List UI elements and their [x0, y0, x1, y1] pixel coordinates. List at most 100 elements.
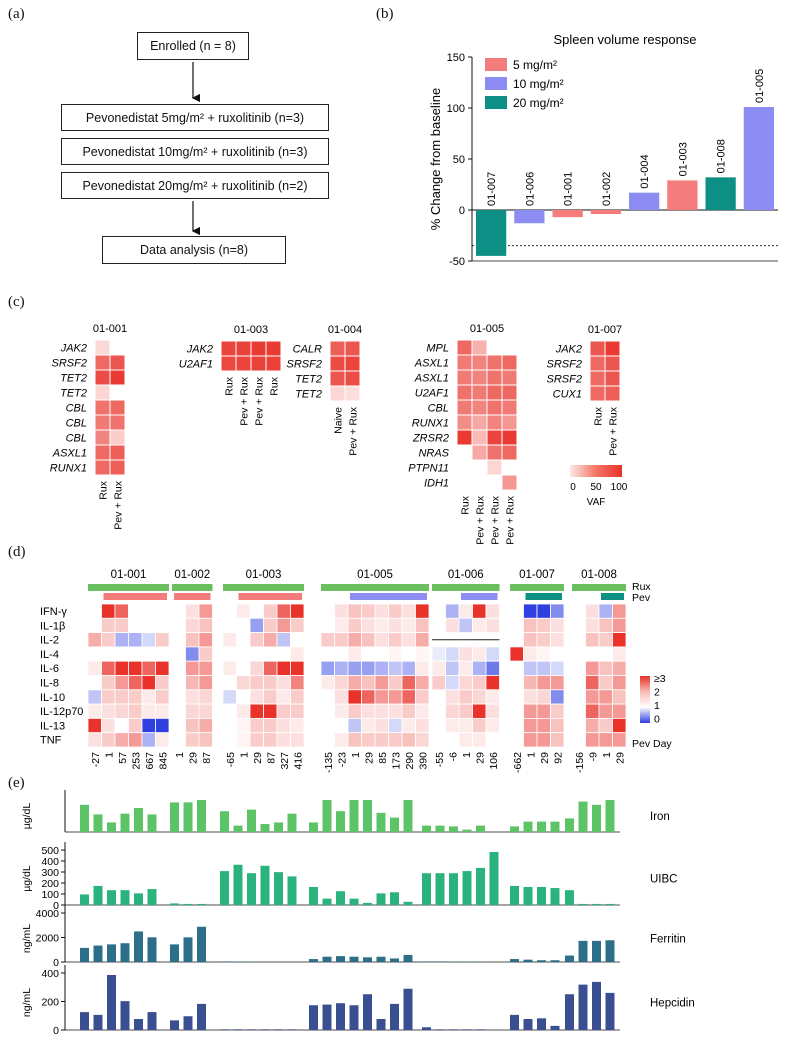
cytokine-patient-id: 01-001 [111, 569, 147, 581]
cytokine-cell [334, 603, 349, 619]
cytokine-cell [185, 632, 200, 648]
mutation-cell [235, 340, 252, 357]
iron-panel-bar [233, 864, 243, 905]
cytokine-cell [472, 617, 487, 633]
cytokine-cell [374, 703, 389, 719]
iron-panel-bar [247, 809, 256, 832]
iron-panel-bar [435, 1029, 445, 1030]
iron-panel-bar [170, 802, 179, 832]
mutation-patient-id: 01-003 [234, 324, 268, 336]
cytokine-cell [431, 675, 446, 691]
iron-panel-bar [183, 1016, 193, 1030]
cytokine-cell [222, 718, 237, 734]
mutation-sample-label: Rux [224, 376, 236, 395]
iron-panel-bar [274, 822, 283, 832]
iron-panel-ytick-label: 4000 [36, 908, 60, 920]
cytokine-cell [485, 603, 500, 619]
cytokine-cell [388, 732, 403, 748]
mutation-sample-label: Pev + Rux [490, 495, 502, 544]
cytokine-cell [585, 718, 600, 734]
cytokine-cell [290, 617, 305, 633]
iron-panel-bar [363, 902, 372, 905]
cytokine-cell [222, 689, 237, 705]
cytokine-patient-id: 01-008 [581, 569, 617, 581]
iron-panel-bar [523, 821, 533, 832]
cytokine-row-label: IFN-γ [40, 606, 67, 618]
cytokine-patient-id: 01-005 [357, 569, 393, 581]
cytokine-cell [87, 703, 102, 719]
cytokine-cell [114, 660, 129, 676]
mutation-cell [501, 444, 518, 461]
cytokine-cell [87, 732, 102, 748]
cytokine-cell [445, 689, 460, 705]
cytokine-cell [585, 689, 600, 705]
iron-panel-bar [134, 931, 143, 962]
iron-panel-bar [476, 825, 485, 832]
rux-treatment-bar [510, 584, 564, 591]
iron-panel-bar [260, 824, 270, 832]
cytokine-cell [361, 689, 376, 705]
cytokine-cell [114, 718, 129, 734]
pev-day-label: 29 [614, 752, 626, 764]
iron-panel-bar [80, 804, 89, 832]
cytokine-cell [198, 703, 213, 719]
mutation-cell [604, 355, 621, 372]
cytokine-cell [249, 646, 264, 662]
cytokine-cell [155, 660, 170, 676]
pev-day-label: 29 [187, 752, 199, 764]
mutation-cell [456, 429, 473, 446]
cytokine-cell [585, 646, 600, 662]
mutation-cell [604, 340, 621, 357]
rux-treatment-bar [572, 584, 626, 591]
iron-panel-bar [403, 988, 413, 1030]
pev-day-label: -156 [574, 752, 586, 773]
cytokine-cell [249, 675, 264, 691]
cytokine-cell [347, 632, 362, 648]
cytokine-cell [388, 660, 403, 676]
cytokine-cell [445, 603, 460, 619]
cytokine-cell [598, 732, 613, 748]
mutation-cell [486, 399, 503, 416]
iron-panel-bar [349, 898, 359, 905]
iron-panel-bar [435, 961, 445, 962]
iron-panel-bar [80, 894, 89, 905]
cytokine-cell [550, 718, 565, 734]
pev-treatment-bar [238, 593, 302, 600]
mutation-gene-label: NRAS [418, 448, 449, 460]
iron-panel-bar [170, 944, 179, 962]
cytokine-cell [87, 689, 102, 705]
cytokine-cell [198, 646, 213, 662]
cytokine-cell [276, 603, 291, 619]
cytokine-cell [263, 617, 278, 633]
mutation-gene-label: IDH1 [424, 478, 449, 490]
spleen-ytick-label: -50 [449, 256, 465, 268]
iron-panel-bar [550, 821, 560, 832]
vaf-legend-tick: 50 [590, 482, 602, 493]
cytokine-cell [523, 660, 538, 676]
cytokine-cell [612, 646, 627, 662]
cytokine-cell [415, 632, 430, 648]
cytokine-cell [171, 646, 186, 662]
cytokine-cell [361, 603, 376, 619]
cytokine-cell [536, 617, 551, 633]
cytokine-cell [320, 718, 335, 734]
mutation-cell [109, 414, 126, 431]
iron-panel-bar [309, 822, 318, 832]
iron-panel-ylabel: ng/mL [21, 988, 33, 1017]
cytokine-cell [401, 732, 416, 748]
pev-day-label: 29 [474, 752, 486, 764]
vaf-legend-tick: 100 [611, 482, 628, 493]
pev-day-label: 253 [130, 752, 142, 770]
iron-panel-bar [147, 814, 157, 832]
mutation-gene-label: SRSF2 [287, 359, 322, 371]
mutation-cell [486, 369, 503, 386]
mutation-cell [604, 370, 621, 387]
cytokine-cell [347, 660, 362, 676]
iron-panel-bar [523, 886, 533, 905]
cytokine-cell [334, 718, 349, 734]
rux-treatment-bar [223, 584, 304, 591]
cytokine-cell [198, 632, 213, 648]
iron-panel-bar [93, 945, 103, 962]
